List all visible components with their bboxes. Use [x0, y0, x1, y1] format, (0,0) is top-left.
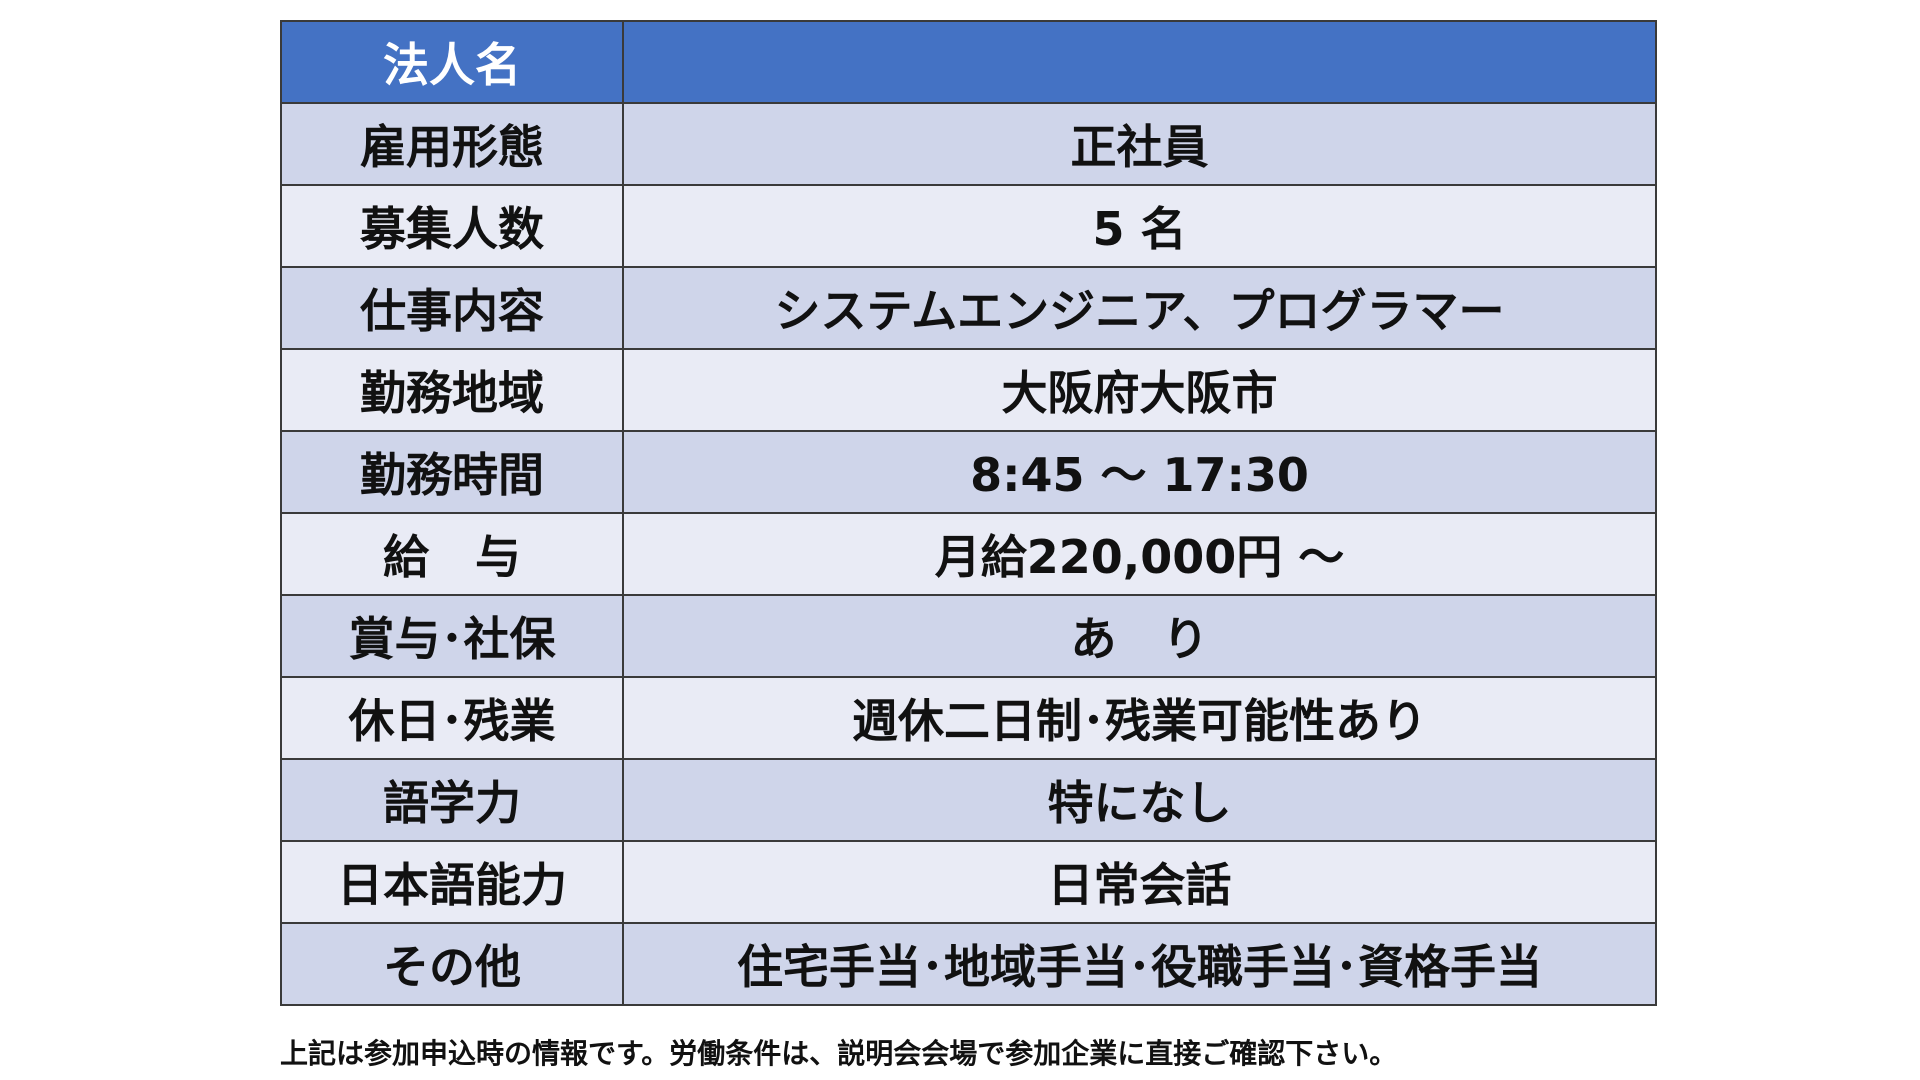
row-label: 雇用形態 [280, 102, 624, 186]
row-value: 大阪府大阪市 [622, 348, 1657, 432]
table-row: 勤務時間 8:45 ～ 17:30 [280, 430, 1657, 514]
table-header-row: 法人名 [280, 20, 1657, 104]
table-row: 雇用形態 正社員 [280, 102, 1657, 186]
row-label: 休日･残業 [280, 676, 624, 760]
table-row: 休日･残業 週休二日制･残業可能性あり [280, 676, 1657, 760]
table-row: 日本語能力 日常会話 [280, 840, 1657, 924]
footnote: 上記は参加申込時の情報です。労働条件は、説明会会場で参加企業に直接ご確認下さい。 [280, 1037, 1398, 1070]
row-value: 週休二日制･残業可能性あり [622, 676, 1657, 760]
table-row: 仕事内容 システムエンジニア、プログラマー [280, 266, 1657, 350]
row-label: 給 与 [280, 512, 624, 596]
row-value: 住宅手当･地域手当･役職手当･資格手当 [622, 922, 1657, 1006]
row-value: 5 名 [622, 184, 1657, 268]
row-label: 日本語能力 [280, 840, 624, 924]
table-row: 募集人数 5 名 [280, 184, 1657, 268]
job-info-table: 法人名 雇用形態 正社員 募集人数 5 名 仕事内容 システムエンジニア、プログラマー… [280, 20, 1657, 1006]
row-value: 正社員 [622, 102, 1657, 186]
table-row: その他 住宅手当･地域手当･役職手当･資格手当 [280, 922, 1657, 1006]
row-label: 語学力 [280, 758, 624, 842]
row-value: 日常会話 [622, 840, 1657, 924]
table-row: 語学力 特になし [280, 758, 1657, 842]
row-label: 勤務地域 [280, 348, 624, 432]
row-value: あ り [622, 594, 1657, 678]
row-label: 勤務時間 [280, 430, 624, 514]
table-row: 給 与月給220,000円 ～ [280, 512, 1657, 596]
row-value: 8:45 ～ 17:30 [622, 430, 1657, 514]
row-label: その他 [280, 922, 624, 1006]
row-value: システムエンジニア、プログラマー [622, 266, 1657, 350]
row-label: 賞与･社保 [280, 594, 624, 678]
table-row: 賞与･社保あ り [280, 594, 1657, 678]
company-name-label: 法人名 [280, 20, 624, 104]
table-row: 勤務地域 大阪府大阪市 [280, 348, 1657, 432]
row-value: 特になし [622, 758, 1657, 842]
row-value: 月給220,000円 ～ [622, 512, 1657, 596]
row-label: 募集人数 [280, 184, 624, 268]
row-label: 仕事内容 [280, 266, 624, 350]
company-name-value [622, 20, 1657, 104]
